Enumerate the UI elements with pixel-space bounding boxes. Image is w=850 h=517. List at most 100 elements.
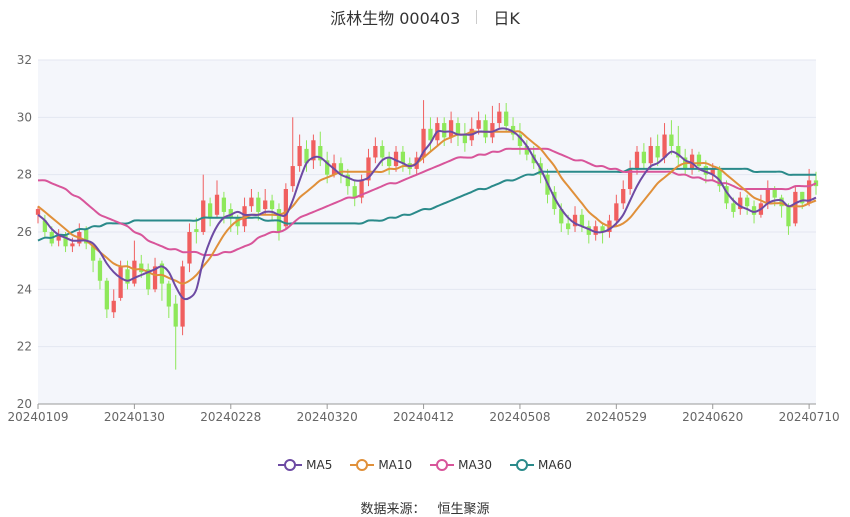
legend-ring <box>436 459 449 471</box>
candle-body <box>703 166 708 175</box>
y-tick-label: 22 <box>17 340 32 354</box>
candle-body <box>235 217 240 227</box>
candle-body <box>242 206 247 227</box>
legend-swatch-ma60 <box>510 459 535 471</box>
candle-body <box>70 243 75 247</box>
candle-body <box>566 223 571 230</box>
candle-body <box>710 168 715 175</box>
candle-body <box>366 157 371 181</box>
legend-item-ma60[interactable]: MA60 <box>510 458 572 472</box>
y-tick-label: 24 <box>17 282 32 296</box>
candle-body <box>152 266 158 290</box>
candle-body <box>139 263 144 273</box>
candle-body <box>806 180 812 204</box>
x-tick-label: 20240109 <box>7 410 68 424</box>
candle-body <box>765 189 770 204</box>
candle-body <box>572 214 578 227</box>
candle-body <box>221 197 227 212</box>
candle-body <box>786 206 791 227</box>
candle-body <box>359 180 364 198</box>
candle-body <box>125 269 130 284</box>
legend-swatch-ma30 <box>430 459 455 471</box>
candle-body <box>669 134 674 146</box>
candle-body <box>800 191 805 204</box>
legend-label-ma5: MA5 <box>306 458 333 472</box>
candle-body <box>338 163 344 175</box>
candle-body <box>201 200 206 232</box>
candle-body <box>696 154 702 167</box>
y-tick-label: 28 <box>17 168 32 182</box>
candle-body <box>166 283 171 307</box>
chart-title: 派林生物 000403 日K <box>0 6 850 28</box>
candle-body <box>648 146 653 164</box>
y-tick-label: 32 <box>17 53 32 67</box>
candle-body <box>517 134 523 146</box>
candle-body <box>35 209 41 215</box>
period-label: 日K <box>493 9 520 28</box>
candle-body <box>813 180 819 187</box>
candle-body <box>524 146 529 155</box>
candle-body <box>621 189 626 204</box>
candle-body <box>428 128 433 141</box>
candle-body <box>311 140 316 161</box>
y-tick-label: 26 <box>17 225 32 239</box>
candle-body <box>146 269 151 290</box>
candle-body <box>793 191 798 224</box>
candle-body <box>325 160 330 175</box>
candle-body <box>159 263 165 284</box>
candle-body <box>448 120 454 138</box>
stock-name: 派林生物 000403 <box>330 9 461 28</box>
legend-label-ma10: MA10 <box>378 458 413 472</box>
candle-body <box>97 260 103 281</box>
candle-body <box>751 206 757 215</box>
candle-body <box>779 197 784 207</box>
candle-body <box>187 232 192 264</box>
legend-label-ma60: MA60 <box>538 458 572 472</box>
x-tick-label: 20240228 <box>200 410 261 424</box>
candle-body <box>483 120 488 138</box>
legend-swatch-ma5 <box>278 459 303 471</box>
candle-body <box>63 234 68 247</box>
candle-body <box>304 148 309 164</box>
candle-body <box>462 134 468 144</box>
candle-body <box>676 146 681 158</box>
y-tick-label: 30 <box>17 110 32 124</box>
legend-item-ma30[interactable]: MA30 <box>430 458 492 472</box>
candle-body <box>497 111 502 124</box>
x-tick-label: 20240412 <box>393 410 454 424</box>
y-tick-label: 20 <box>17 397 32 411</box>
candle-body <box>249 197 254 207</box>
candle-body <box>641 151 647 164</box>
legend-ring <box>516 459 529 471</box>
legend-item-ma10[interactable]: MA10 <box>350 458 412 472</box>
candle-body <box>118 266 123 298</box>
candle-body <box>579 214 585 227</box>
source-value: 恒生聚源 <box>437 502 490 517</box>
candle-body <box>559 209 564 224</box>
legend-swatch-ma10 <box>350 459 375 471</box>
x-tick-label: 20240620 <box>682 410 743 424</box>
candle-body <box>634 151 640 169</box>
ma60-line <box>37 167 816 242</box>
candle-body <box>345 174 350 187</box>
candle-body <box>490 123 495 138</box>
legend-item-ma5[interactable]: MA5 <box>278 458 332 472</box>
candle-body <box>84 229 89 244</box>
candle-body <box>593 226 598 235</box>
x-tick-label: 20240529 <box>586 410 647 424</box>
candle-body <box>56 234 61 241</box>
candle-body <box>724 186 729 204</box>
candle-body <box>318 146 323 161</box>
candle-body <box>600 226 605 232</box>
source-label: 数据来源： <box>360 502 426 517</box>
candle-body <box>297 146 302 167</box>
candle-body <box>393 151 399 167</box>
candle-body <box>662 134 667 158</box>
candle-body <box>442 123 447 138</box>
ma30-line <box>37 147 817 257</box>
candle-body <box>400 151 406 164</box>
legend-label-ma30: MA30 <box>458 458 493 472</box>
legend-ring <box>284 459 297 471</box>
candle-body <box>283 189 288 227</box>
candle-body <box>738 197 743 210</box>
